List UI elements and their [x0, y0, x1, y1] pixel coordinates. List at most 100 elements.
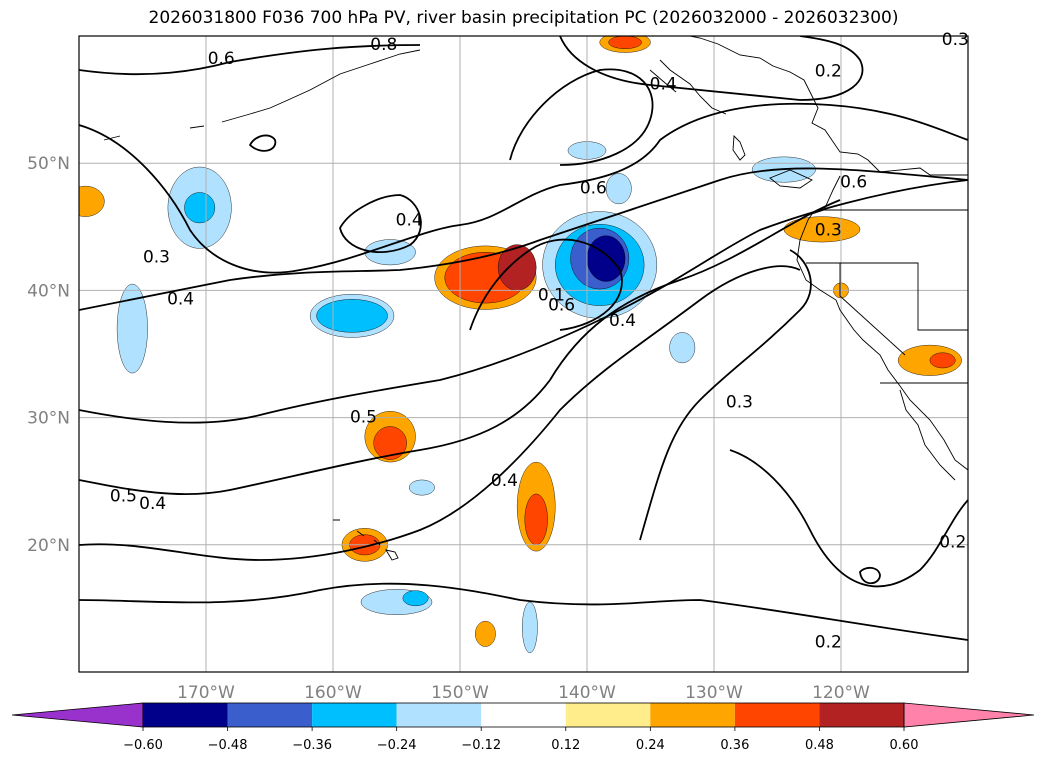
colorbar-tick-label: 0.48	[805, 738, 834, 753]
precip-pc-region	[522, 601, 538, 654]
pv-contour-label: 0.5	[110, 486, 137, 506]
lat-lon-gridlines	[79, 36, 968, 672]
longitude-tick-label: 160°W	[304, 683, 362, 703]
pv-contour	[859, 566, 881, 585]
colorbar-tick-label: −0.48	[208, 738, 248, 753]
precip-pc-region	[116, 283, 148, 374]
pv-contours	[79, 36, 968, 641]
colorbar-segment	[312, 703, 397, 727]
pv-contour	[79, 265, 801, 561]
longitude-tick-label: 130°W	[685, 683, 743, 703]
pv-contour	[79, 44, 421, 76]
precip-pc-region	[184, 192, 216, 224]
pv-contour-label: 0.3	[726, 392, 753, 412]
pv-contour	[79, 179, 968, 424]
pv-contour	[469, 238, 623, 331]
pv-contour-label: 0.4	[396, 210, 423, 230]
colorbar-tick-label: −0.12	[461, 738, 501, 753]
colorbar-tick-label: −0.36	[292, 738, 332, 753]
colorbar-segment	[143, 703, 228, 727]
pv-contour-label: 0.6	[208, 49, 235, 69]
state-border-nv-ca	[839, 263, 906, 356]
pv-contour-label: 0.3	[815, 221, 842, 241]
precip-pc-region	[79, 185, 105, 217]
aleutian-islands	[103, 49, 421, 141]
pv-contour-label: 0.3	[942, 30, 969, 50]
pv-contour-label: 0.2	[939, 532, 966, 552]
colorbar-segment	[734, 703, 820, 727]
colorbar-segment	[227, 703, 313, 727]
colorbar-segment	[481, 703, 566, 727]
pv-contour	[559, 36, 864, 101]
pv-contour-label: 0.4	[650, 74, 677, 94]
axis-ticks: 170°W 160°W 150°W 140°W 130°W 120°W 20°N 30°N 40…	[27, 154, 870, 703]
pv-contour-label: 0.2	[815, 62, 842, 82]
pv-contour-label: 0.4	[139, 494, 166, 514]
latitude-tick-label: 20°N	[27, 536, 70, 556]
colorbar-extend-low	[11, 702, 144, 728]
colorbar: −0.60 −0.48 −0.36 −0.24 −0.12 0.12 0.24 0.36 0.4…	[11, 702, 1035, 753]
pv-contour	[79, 167, 968, 311]
longitude-tick-label: 140°W	[558, 683, 616, 703]
pv-contour	[509, 68, 654, 166]
pv-contour-label: 0.1	[538, 285, 565, 305]
colorbar-segment	[396, 703, 482, 727]
longitude-tick-label: 150°W	[431, 683, 489, 703]
pv-contour-label: 0.6	[548, 296, 575, 316]
colorbar-tick-label: 0.60	[890, 738, 919, 753]
pv-contour	[249, 134, 277, 152]
chart-title: 2026031800 F036 700 hPa PV, river basin …	[148, 8, 899, 28]
pv-contour-label: 0.4	[609, 311, 636, 331]
precip-pc-region	[373, 426, 407, 460]
north-america-coastline	[689, 36, 968, 471]
haida-gwaii	[732, 134, 746, 161]
pv-contour	[79, 102, 968, 274]
precip-pc-region	[524, 493, 548, 545]
pv-contour	[79, 582, 968, 641]
pv-contour-label: 0.8	[370, 35, 397, 55]
baja-california-coast	[899, 389, 956, 481]
pv-contour	[339, 194, 422, 254]
longitude-tick-label: 120°W	[812, 683, 870, 703]
precip-pc-region	[316, 299, 388, 333]
colorbar-tick-label: −0.24	[377, 738, 417, 753]
colorbar-tick-label: −0.60	[123, 738, 163, 753]
pv-contour-label: 0.5	[350, 408, 377, 428]
precip-pc-region	[608, 36, 642, 49]
latitude-tick-label: 50°N	[27, 154, 70, 174]
precip-pc-region	[605, 173, 632, 205]
colorbar-segment	[565, 703, 651, 727]
state-border-or-ca	[806, 262, 968, 331]
colorbar-tick-label: 0.12	[551, 738, 580, 753]
precipitation-pc-fills	[79, 36, 962, 654]
precip-pc-region	[669, 332, 696, 364]
colorbar-outline	[142, 702, 905, 728]
colorbar-tick-label: 0.36	[720, 738, 749, 753]
hawaiian-islands	[333, 519, 399, 561]
latitude-tick-label: 40°N	[27, 281, 70, 301]
colorbar-segment	[819, 703, 904, 727]
latitude-tick-label: 30°N	[27, 409, 70, 429]
pv-contour	[729, 449, 968, 588]
longitude-tick-label: 170°W	[177, 683, 235, 703]
colorbar-tick-label: 0.24	[636, 738, 665, 753]
pv-contour-label: 0.2	[815, 633, 842, 653]
colorbar-extend-high	[903, 702, 1035, 728]
colorbar-segment	[650, 703, 735, 727]
precip-pc-region	[475, 620, 496, 647]
map-frame	[78, 35, 969, 673]
pv-contour-label: 0.4	[491, 471, 518, 491]
pv-contour-label: 0.3	[143, 247, 170, 267]
pv-contour	[639, 249, 812, 541]
pv-contour-labels: 0.80.60.30.20.40.40.6 0.60.30.30.4 0.10.60…	[110, 30, 969, 653]
pv-contour-label: 0.6	[840, 172, 867, 192]
precip-pc-region	[929, 352, 956, 369]
precip-pc-region	[402, 590, 429, 607]
pv-contour	[79, 199, 841, 496]
pv-contour-label: 0.6	[580, 179, 607, 199]
pv-contour-label: 0.4	[167, 289, 194, 309]
precip-pc-region	[586, 235, 626, 282]
coastlines	[103, 36, 968, 561]
precip-pc-region	[408, 479, 435, 496]
